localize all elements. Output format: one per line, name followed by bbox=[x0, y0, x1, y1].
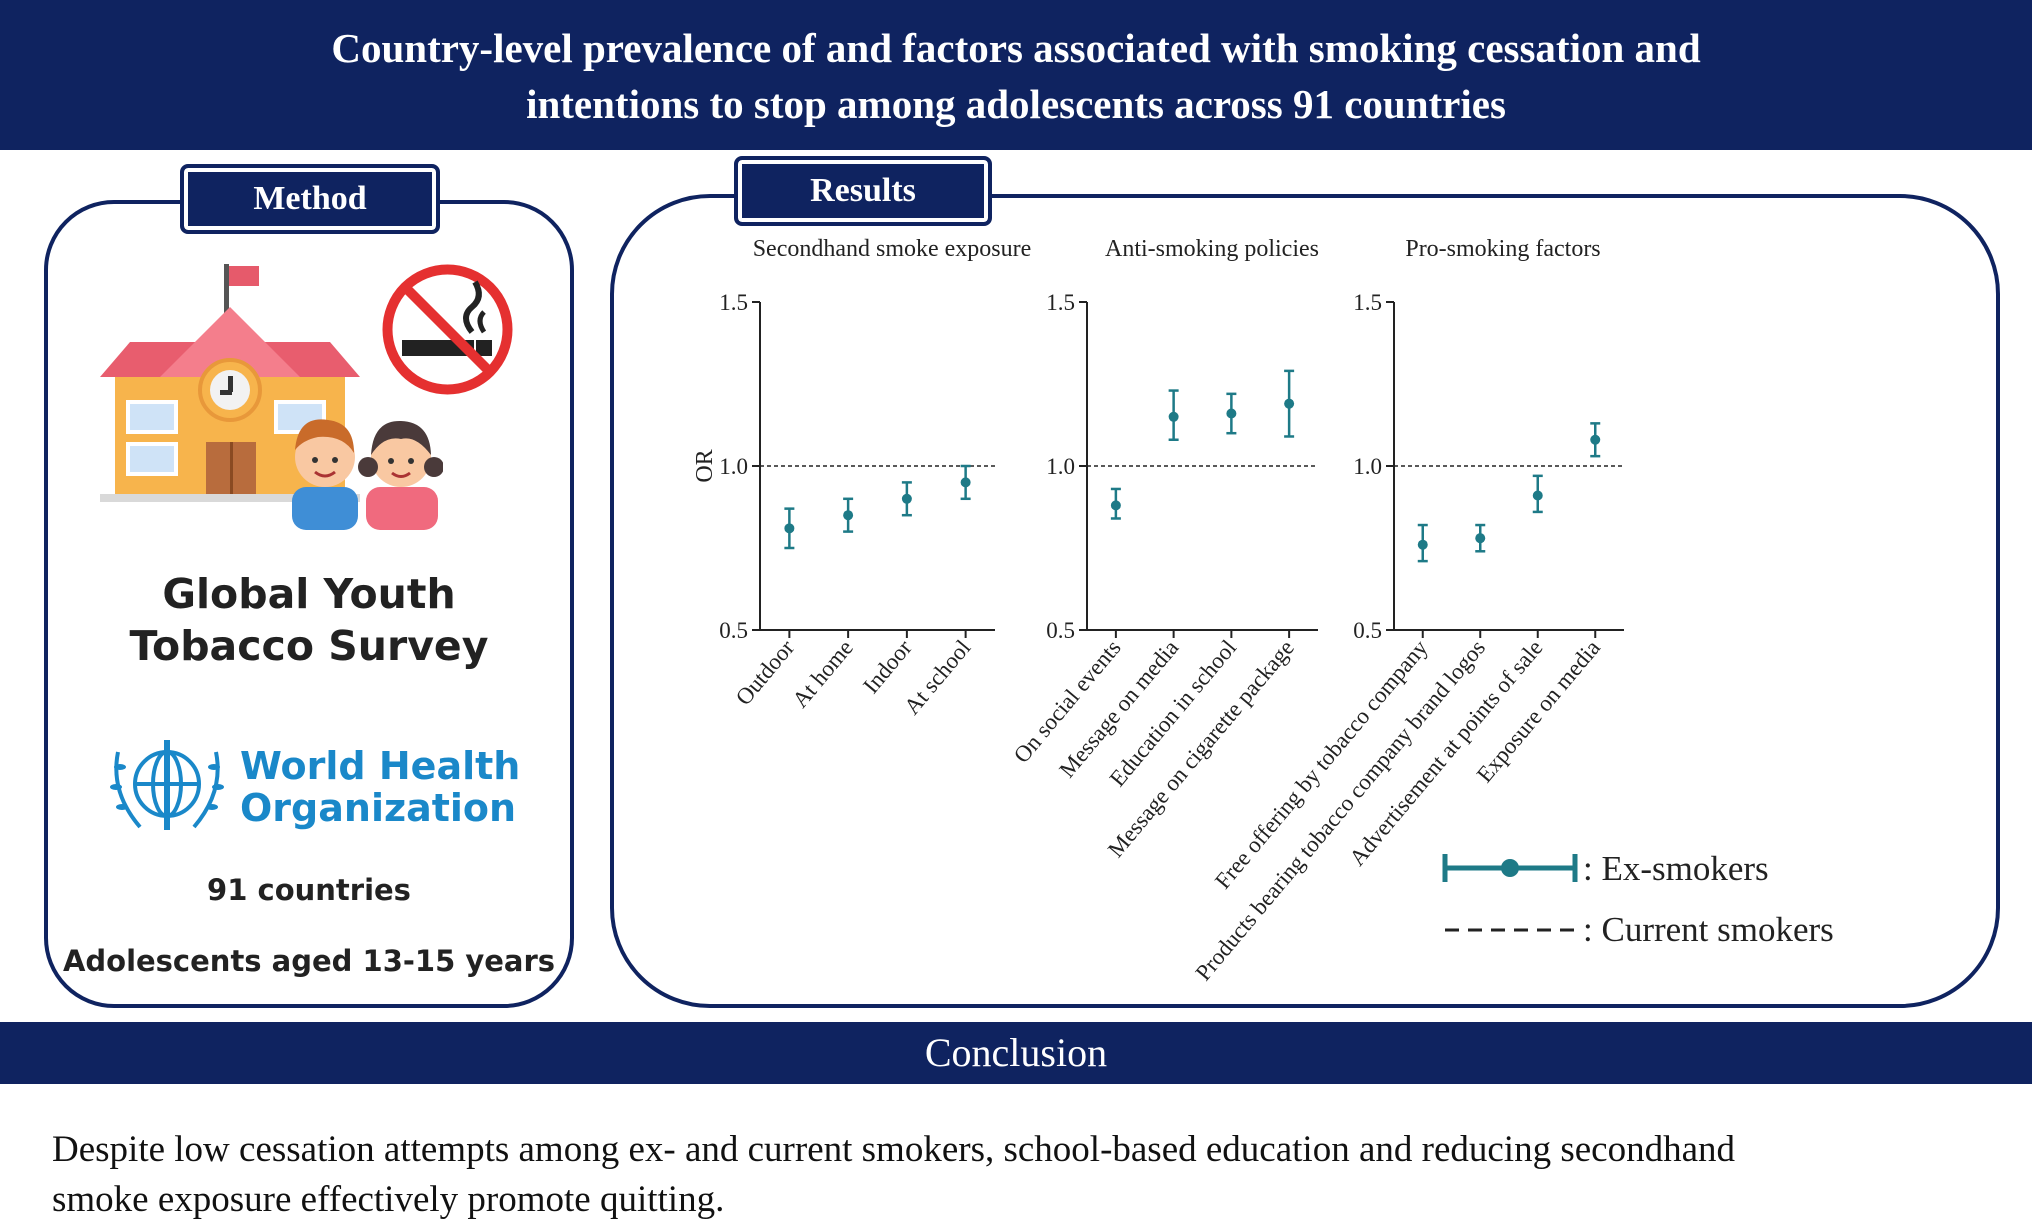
chart-3-title: Pro-smoking factors bbox=[1405, 236, 1600, 262]
chart-1-y-label: OR bbox=[692, 449, 718, 482]
population-label: Adolescents aged 13-15 years bbox=[62, 944, 556, 978]
legend: : Ex-smokers : Current smokers bbox=[1442, 849, 1834, 949]
legend-current-smokers-label: : Current smokers bbox=[1583, 910, 1834, 949]
chart-3-y-tick-label: 1.0 bbox=[1353, 454, 1382, 479]
conclusion-bar: Conclusion bbox=[0, 1022, 2032, 1084]
who-name-line-1: World Health bbox=[240, 744, 521, 788]
chart-3-point bbox=[1475, 533, 1486, 544]
chart-2-y-tick-label: 0.5 bbox=[1046, 618, 1075, 643]
results-charts: Secondhand smoke exposure0.51.01.5OROutd… bbox=[692, 236, 1624, 985]
chart-3-point bbox=[1532, 490, 1543, 501]
chart-2-point bbox=[1226, 408, 1237, 419]
chart-2-point bbox=[1168, 411, 1179, 422]
chart-1-point bbox=[960, 477, 971, 488]
chart-1-x-tick-label: At home bbox=[787, 635, 857, 712]
countries-count: 91 countries bbox=[207, 873, 411, 907]
title-line-1: Country-level prevalence of and factors … bbox=[331, 25, 1701, 71]
chart-1-point bbox=[843, 510, 854, 521]
chart-3-x-tick-label: Free offering by tobacco company bbox=[1210, 635, 1433, 894]
legend-ex-smokers-label: : Ex-smokers bbox=[1583, 849, 1769, 888]
school-building-icon bbox=[100, 264, 360, 502]
method-label: Method bbox=[180, 164, 440, 234]
survey-name-line-2: Tobacco Survey bbox=[129, 622, 489, 670]
chart-2-y-tick-label: 1.5 bbox=[1046, 290, 1075, 315]
chart-2-point bbox=[1110, 500, 1121, 511]
no-smoking-icon bbox=[382, 264, 513, 395]
chart-1-point bbox=[901, 493, 912, 504]
who-name-line-2: Organization bbox=[240, 786, 517, 830]
survey-name: Global Youth Tobacco Survey bbox=[44, 568, 574, 672]
chart-1-y-tick-label: 1.5 bbox=[719, 290, 748, 315]
who-emblem-icon bbox=[110, 740, 224, 830]
chart-3-y-tick-label: 0.5 bbox=[1353, 618, 1382, 643]
chart-3-point bbox=[1417, 539, 1428, 550]
conclusion-text: Despite low cessation attempts among ex-… bbox=[52, 1125, 2012, 1225]
conclusion-line-2: smoke exposure effectively promote quitt… bbox=[52, 1179, 725, 1220]
title-banner: Country-level prevalence of and factors … bbox=[0, 0, 2032, 150]
chart-1-y-tick-label: 0.5 bbox=[719, 618, 748, 643]
survey-name-line-1: Global Youth bbox=[162, 570, 456, 618]
chart-3-point bbox=[1590, 434, 1601, 445]
chart-2-title: Anti-smoking policies bbox=[1105, 236, 1319, 262]
children-icon bbox=[292, 419, 443, 530]
legend-ex-smokers-symbol bbox=[1442, 854, 1578, 882]
chart-2-point bbox=[1284, 398, 1295, 409]
conclusion-line-1: Despite low cessation attempts among ex-… bbox=[52, 1129, 1735, 1170]
chart-3-y-tick-label: 1.5 bbox=[1353, 290, 1382, 315]
chart-1-y-tick-label: 1.0 bbox=[719, 454, 748, 479]
chart-1-title: Secondhand smoke exposure bbox=[753, 236, 1032, 262]
who-name: World Health Organization bbox=[240, 745, 520, 829]
chart-1-x-tick-label: Indoor bbox=[858, 635, 917, 698]
chart-1-point bbox=[784, 523, 795, 534]
chart-2-y-tick-label: 1.0 bbox=[1046, 454, 1075, 479]
results-label: Results bbox=[734, 156, 992, 226]
results-panel bbox=[610, 194, 2000, 1008]
title-line-2: intentions to stop among adolescents acr… bbox=[526, 81, 1506, 127]
